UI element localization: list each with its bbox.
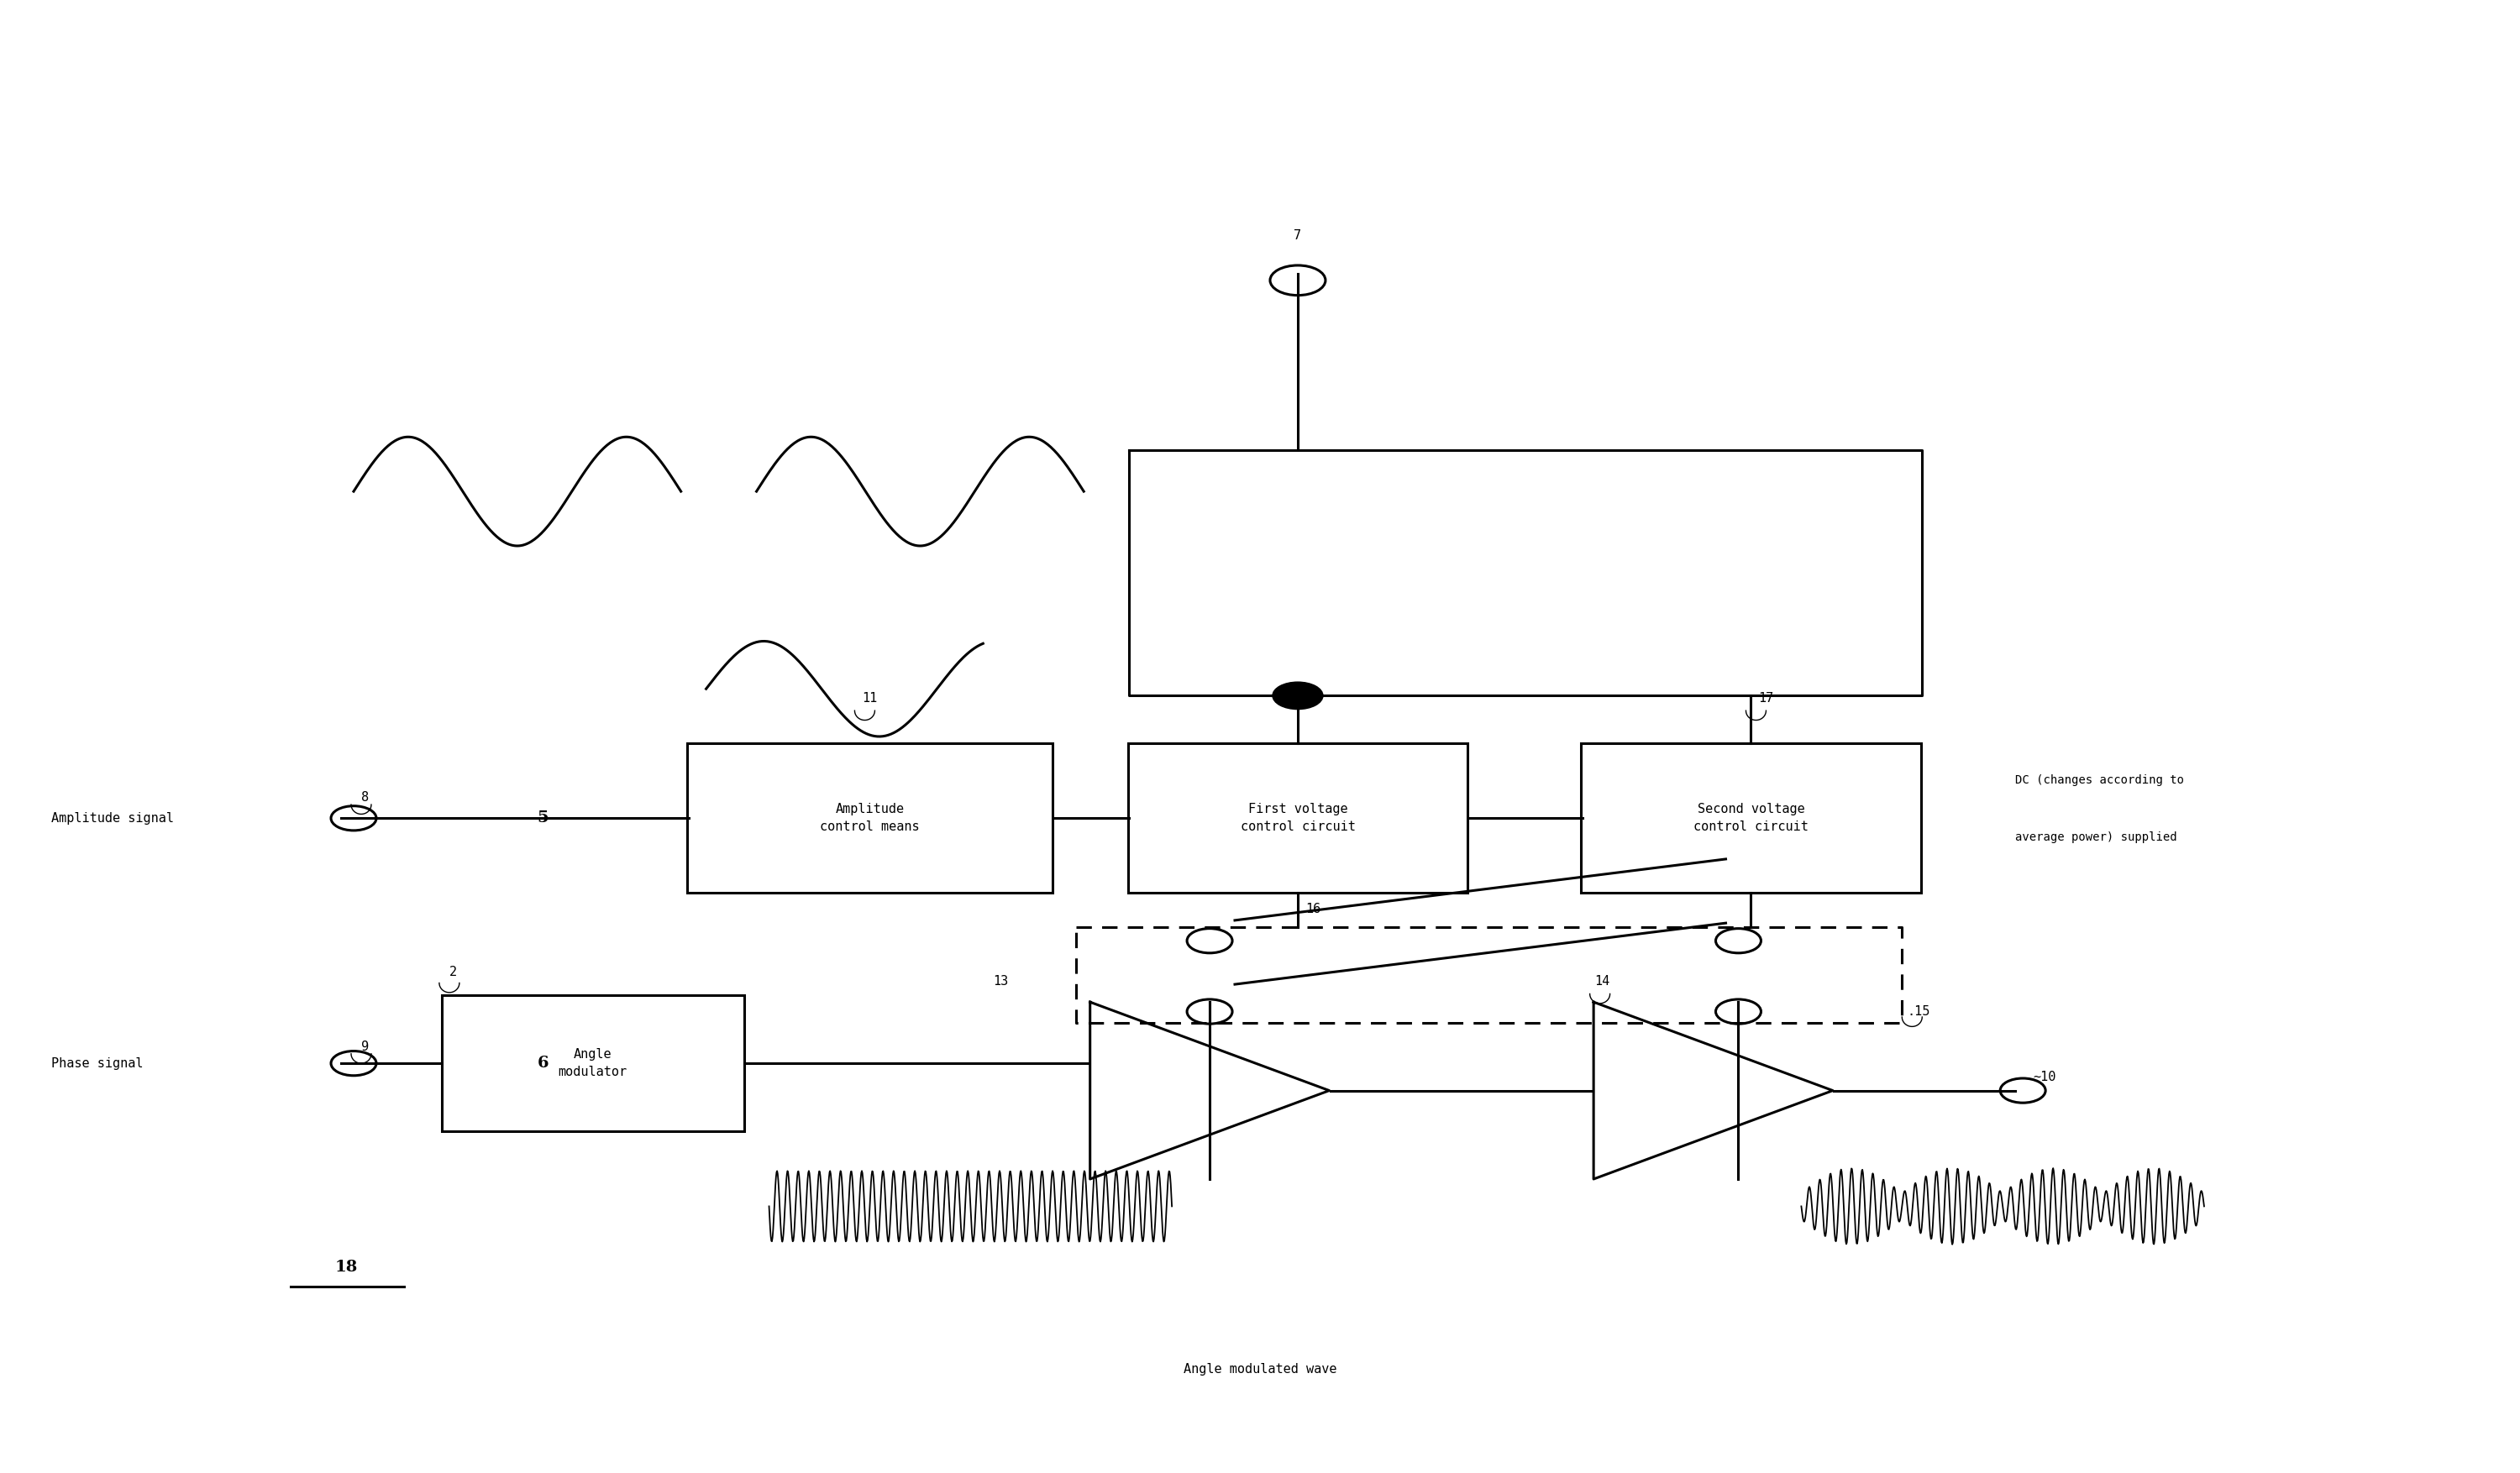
Text: 2: 2 <box>449 966 456 978</box>
Text: 11: 11 <box>862 692 877 704</box>
Text: Angle
modulator: Angle modulator <box>559 1049 627 1078</box>
Text: ~10: ~10 <box>2034 1071 2056 1083</box>
FancyBboxPatch shape <box>441 996 743 1131</box>
Text: 6: 6 <box>537 1056 549 1071</box>
Text: Amplitude signal: Amplitude signal <box>50 812 174 825</box>
FancyBboxPatch shape <box>1580 744 1920 893</box>
Text: 7: 7 <box>1293 230 1303 242</box>
Text: 13: 13 <box>993 975 1008 988</box>
Text: 5: 5 <box>537 810 549 826</box>
Text: Angle modulated wave: Angle modulated wave <box>1184 1364 1336 1376</box>
Text: 18: 18 <box>335 1259 358 1276</box>
Circle shape <box>1273 682 1323 710</box>
Text: 8: 8 <box>360 791 368 804</box>
Text: .15: .15 <box>1908 1005 1930 1018</box>
Text: First voltage
control circuit: First voltage control circuit <box>1240 803 1356 834</box>
FancyBboxPatch shape <box>688 744 1053 893</box>
Text: 16: 16 <box>1305 903 1320 916</box>
Text: 17: 17 <box>1759 692 1774 704</box>
Text: 9: 9 <box>360 1041 368 1053</box>
Text: DC (changes according to: DC (changes according to <box>2016 775 2185 787</box>
FancyBboxPatch shape <box>1129 744 1467 893</box>
Text: 14: 14 <box>1595 975 1610 988</box>
Text: Second voltage
control circuit: Second voltage control circuit <box>1693 803 1809 834</box>
Text: average power) supplied: average power) supplied <box>2016 831 2177 843</box>
Text: Amplitude
control means: Amplitude control means <box>819 803 920 834</box>
Text: Phase signal: Phase signal <box>50 1058 144 1069</box>
